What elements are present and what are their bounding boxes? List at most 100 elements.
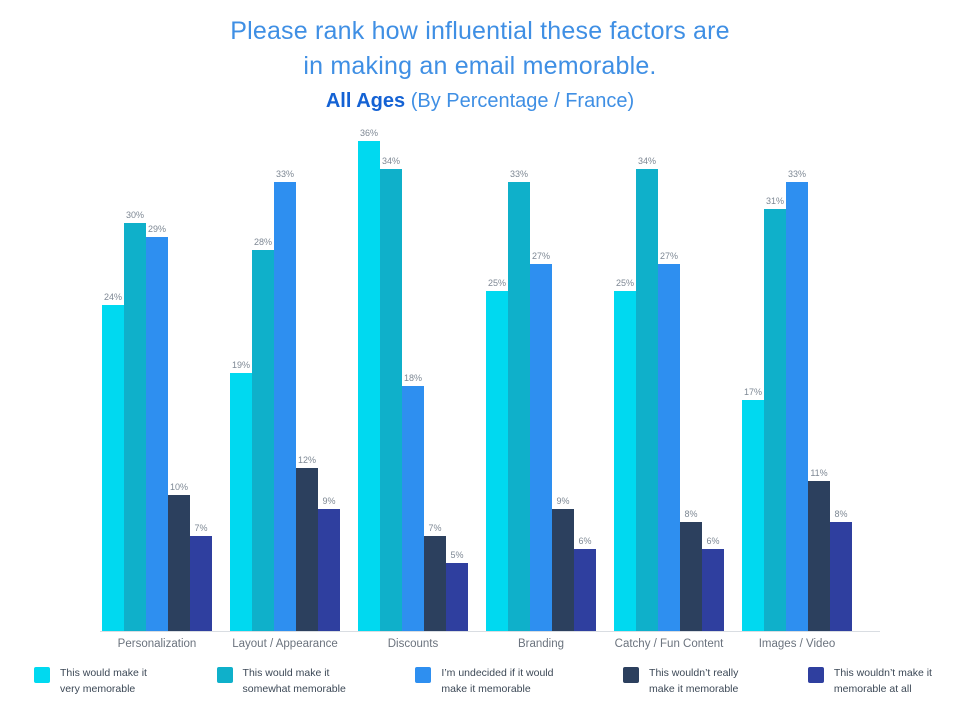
bar-value-label: 7% — [428, 523, 442, 533]
chart-subtitle-bold: All Ages — [325, 90, 406, 112]
bar-column: 6% — [574, 536, 596, 631]
bar — [530, 264, 552, 631]
bar-column: 28% — [252, 237, 274, 631]
chart-title-line2: in making an email memorable. — [303, 52, 657, 80]
bar-value-label: 33% — [275, 169, 294, 179]
bar — [296, 468, 318, 631]
bar-value-label: 12% — [297, 455, 316, 465]
bar — [318, 509, 340, 631]
bar-column: 18% — [402, 373, 424, 631]
bar — [380, 169, 402, 631]
bar — [764, 209, 786, 631]
bar-value-label: 8% — [834, 509, 848, 519]
chart-subtitle: All Ages (By Percentage / France) — [0, 87, 960, 115]
bar-value-label: 19% — [231, 360, 250, 370]
legend-label: I’m undecided if it would make it memorab… — [441, 667, 554, 695]
chart-title-line1: Please rank how influential these factor… — [230, 17, 730, 45]
bar-column: 33% — [508, 169, 530, 631]
bar-value-label: 27% — [659, 251, 678, 261]
bar — [190, 536, 212, 631]
bar-value-label: 25% — [615, 278, 634, 288]
legend-label: This wouldn’t make it memorable at all — [833, 667, 932, 695]
bar-plot: 24% 30% 29% 10% 7% 19% 28% 33% 12% 9% 36% 34% 18% 7% 5… — [100, 121, 880, 631]
bar-column: 19% — [230, 360, 252, 631]
bar-column: 8% — [830, 509, 852, 631]
bar-column: 36% — [358, 128, 380, 631]
bar-column: 34% — [380, 156, 402, 631]
bar-column: 25% — [486, 278, 508, 631]
bar — [636, 169, 658, 631]
bar — [124, 223, 146, 631]
bar-column: 8% — [680, 509, 702, 631]
bar-column: 6% — [702, 536, 724, 631]
legend-item-wouldnt-really: This wouldn’t really make it memorable — [623, 666, 738, 698]
legend-label: This would make it somewhat memorable — [242, 667, 346, 695]
bar-value-label: 33% — [509, 169, 528, 179]
bar-value-label: 9% — [556, 496, 570, 506]
bar-column: 24% — [102, 292, 124, 631]
bar-value-label: 30% — [125, 210, 144, 220]
bar-column: 30% — [124, 210, 146, 631]
bar-value-label: 17% — [743, 387, 762, 397]
legend-item-very-memorable: This would make it very memorable — [34, 666, 147, 698]
bar — [786, 182, 808, 631]
bar-value-label: 6% — [706, 536, 720, 546]
bar — [230, 373, 252, 631]
bar-column: 12% — [296, 455, 318, 631]
bar — [486, 291, 508, 631]
bar-column: 27% — [530, 251, 552, 631]
bar-value-label: 10% — [169, 482, 188, 492]
bar — [358, 141, 380, 631]
bar-value-label: 34% — [381, 156, 400, 166]
bar-column: 33% — [786, 169, 808, 631]
bar-value-label: 36% — [359, 128, 378, 138]
bar-column: 10% — [168, 482, 190, 631]
bar-value-label: 34% — [637, 156, 656, 166]
bar — [446, 563, 468, 631]
legend-swatch-not-at-all — [807, 667, 824, 683]
bar-value-label: 25% — [487, 278, 506, 288]
category-label-personalization: Personalization — [117, 638, 197, 650]
bar-column: 31% — [764, 196, 786, 631]
bar-column: 34% — [636, 156, 658, 631]
bar-value-label: 7% — [194, 523, 208, 533]
bar — [702, 549, 724, 631]
category-label-layout-appearance: Layout / Appearance — [232, 638, 338, 650]
bar-group: 36% 34% 18% 7% 5% — [358, 128, 468, 631]
bar — [658, 264, 680, 631]
bar-column: 27% — [658, 251, 680, 631]
legend-swatch-wouldnt-really — [623, 667, 640, 683]
bar-group: 24% 30% 29% 10% 7% — [102, 210, 212, 631]
legend-item-undecided: I’m undecided if it would make it memorab… — [415, 666, 553, 698]
chart-header: Please rank how influential these factor… — [0, 0, 960, 115]
category-label-catchy-fun-content: Catchy / Fun Content — [614, 638, 724, 650]
bar-column: 9% — [318, 496, 340, 631]
category-label-discounts: Discounts — [387, 638, 439, 650]
bar-group: 25% 34% 27% 8% 6% — [614, 156, 724, 631]
bar-column: 7% — [424, 523, 446, 631]
bar — [252, 250, 274, 631]
category-label-branding: Branding — [517, 638, 565, 650]
bar — [552, 509, 574, 631]
bar-value-label: 29% — [147, 224, 166, 234]
bar — [508, 182, 530, 631]
legend-swatch-very-memorable — [34, 667, 50, 683]
category-axis: Personalization Layout / Appearance Disc… — [100, 638, 880, 650]
bar — [168, 495, 190, 631]
bar-value-label: 33% — [787, 169, 806, 179]
bar — [830, 522, 852, 631]
bar — [102, 305, 124, 631]
bar-value-label: 28% — [253, 237, 272, 247]
bar-group: 19% 28% 33% 12% 9% — [230, 169, 340, 631]
bar-value-label: 11% — [810, 468, 828, 478]
bar-column: 33% — [274, 169, 296, 631]
bar — [808, 481, 830, 631]
legend-label: This wouldn’t really make it memorable — [649, 667, 739, 695]
category-label-images-video: Images / Video — [758, 638, 836, 650]
legend-label: This would make it very memorable — [60, 667, 147, 695]
bar-column: 5% — [446, 550, 468, 631]
bar-group: 17% 31% 33% 11% 8% — [742, 169, 852, 631]
bar-value-label: 18% — [403, 373, 422, 383]
bar-column: 7% — [190, 523, 212, 631]
